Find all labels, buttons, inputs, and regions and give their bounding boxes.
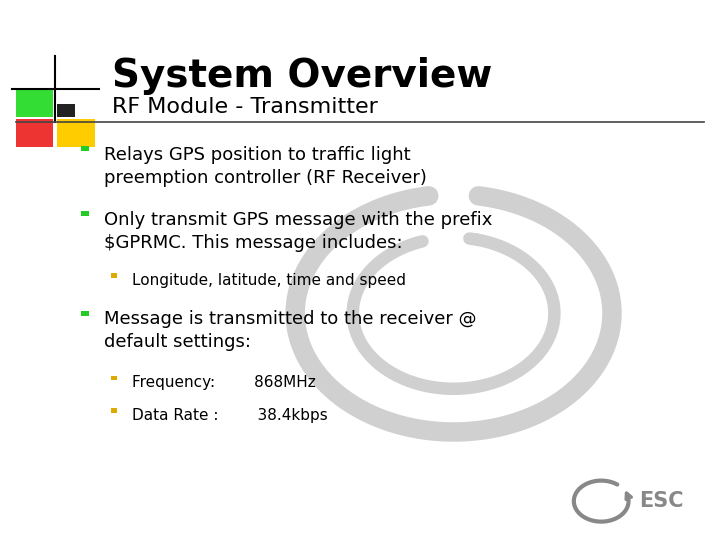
Polygon shape [611, 504, 617, 511]
Text: Only transmit GPS message with the prefix
$GPRMC. This message includes:: Only transmit GPS message with the prefi… [104, 211, 492, 252]
Bar [16, 89, 53, 117]
Polygon shape [605, 508, 615, 513]
Text: Frequency:        868MHz: Frequency: 868MHz [132, 375, 315, 390]
Bar [58, 119, 95, 147]
Text: RF Module - Transmitter: RF Module - Transmitter [112, 97, 377, 117]
Text: Message is transmitted to the receiver @
default settings:: Message is transmitted to the receiver @… [104, 310, 477, 352]
Bar [81, 146, 89, 151]
Text: Relays GPS position to traffic light
preemption controller (RF Receiver): Relays GPS position to traffic light pre… [104, 146, 427, 187]
Bar [16, 119, 53, 147]
Bar [111, 273, 117, 278]
Bar [58, 104, 76, 117]
Text: ESC: ESC [639, 491, 683, 511]
Text: System Overview: System Overview [112, 57, 492, 94]
Polygon shape [615, 499, 617, 508]
Bar [81, 310, 89, 316]
Bar [111, 408, 117, 413]
Text: Data Rate :        38.4kbps: Data Rate : 38.4kbps [132, 408, 328, 423]
Bar [81, 211, 89, 216]
Bar [111, 376, 117, 380]
Text: Longitude, latitude, time and speed: Longitude, latitude, time and speed [132, 273, 406, 288]
